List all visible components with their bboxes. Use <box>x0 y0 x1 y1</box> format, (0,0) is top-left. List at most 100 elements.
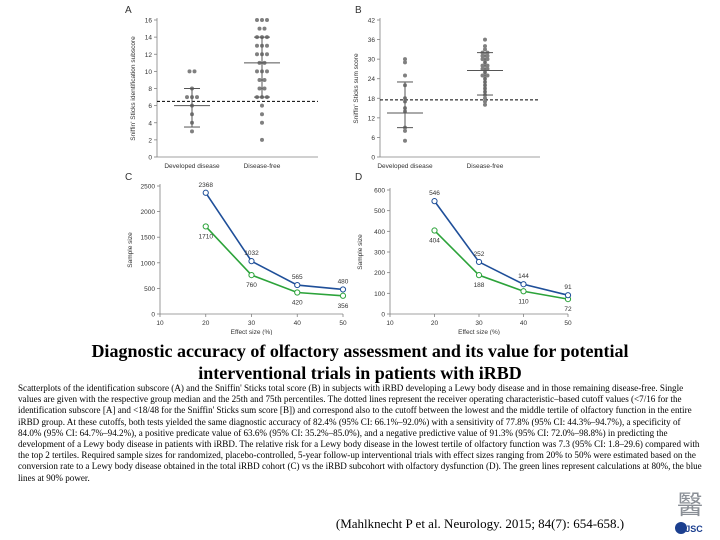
panel-d-series-blue-point <box>520 281 527 288</box>
panel-a-group-developed-point <box>187 69 192 74</box>
panel-c-series-green-data-label: 420 <box>292 299 303 306</box>
panel-c-series-blue-data-label: 1032 <box>244 250 259 257</box>
panel-d-series-green-data-label: 110 <box>518 298 529 305</box>
panel-b-group-disease-free-point <box>485 63 490 68</box>
panel-a-y-tick-label: 6 <box>148 103 152 110</box>
panel-b-group-disease-free-point <box>480 53 485 58</box>
panel-c-series-green-line <box>205 225 344 297</box>
panel-a-group-disease-free-point <box>255 18 259 22</box>
panel-d-y-label: Sample size <box>357 234 364 270</box>
panel-b-group-disease-free-point <box>483 96 487 101</box>
panel-d-y-tick-label: 400 <box>374 229 385 236</box>
logo-glyph: 醫 <box>677 491 703 521</box>
panel-d-series-blue-point <box>564 292 572 299</box>
panel-a-group-disease-free-point <box>265 52 269 57</box>
panel-a-group-disease-free-point <box>257 86 262 91</box>
panel-a-y-tick-label: 4 <box>148 120 152 127</box>
panel-d-x-tick-label: 30 <box>475 320 483 327</box>
panel-a-y-tick-label: 10 <box>145 69 153 76</box>
panel-d-x-tick-label: 10 <box>386 320 394 327</box>
panel-d-series-green-line <box>433 229 569 300</box>
panel-d-y-tick-label: 300 <box>374 250 385 257</box>
panel-c-x-label: Effect size (%) <box>231 329 273 335</box>
panel-d-series-blue-line <box>433 200 569 296</box>
panel-c-series-blue-point <box>248 258 255 265</box>
panel-a-y-tick-label: 0 <box>148 155 152 162</box>
panel-b-group-disease-free-point <box>485 73 490 78</box>
panel-c-y-tick-label: 1500 <box>141 235 156 242</box>
panel-a-letter: A <box>125 5 132 16</box>
panel-a-y-tick-label: 16 <box>145 18 153 25</box>
panel-a-group-developed-point <box>185 95 189 100</box>
panel-b-group-disease-free-point <box>485 66 490 71</box>
panel-b-y-tick-label: 36 <box>368 37 376 44</box>
panel-d-series-blue-point <box>475 258 483 266</box>
panel-d-y-tick-label: 0 <box>381 312 385 319</box>
panel-c-letter: C <box>125 172 132 183</box>
panel-c-series-green-data-label: 760 <box>246 282 257 289</box>
panel-b-y-tick-label: 30 <box>368 57 376 64</box>
panel-a-y-label: Sniffin' Sticks identification subscore <box>130 36 137 141</box>
panel-d-x-tick-label: 40 <box>520 320 528 327</box>
panel-b-letter: B <box>355 5 362 16</box>
panel-d-letter: D <box>355 172 362 183</box>
panel-b-group-disease-free-point <box>480 73 485 78</box>
panel-c-series-blue-point <box>339 286 347 293</box>
panel-a-group-disease-free-point <box>262 77 267 82</box>
panel-c-series-green-point <box>248 271 255 279</box>
panel-c-x-tick-label: 10 <box>156 320 164 327</box>
panel-a-y-tick-label: 12 <box>145 52 153 59</box>
panel-d-series-green-data-label: 72 <box>564 306 572 313</box>
panel-c-y-tick-label: 0 <box>151 312 155 319</box>
panel-c-x-tick-label: 30 <box>248 320 256 327</box>
panel-c-series-green-data-label: 1710 <box>199 233 214 240</box>
panel-b-group-disease-free-point <box>480 57 485 62</box>
panel-b-group-developed-point <box>403 57 407 62</box>
panel-a-group-disease-free-point <box>255 52 259 57</box>
panel-c-series-blue-point <box>202 189 209 196</box>
panel-b-group-disease-free-point <box>483 44 487 49</box>
panel-a-group-disease-free-point <box>262 86 267 91</box>
panel-a-y-tick-label: 2 <box>148 137 152 144</box>
logo-circle <box>675 522 687 534</box>
panel-b-y-label: Sniffin' Sticks sum score <box>353 53 360 124</box>
figure-caption: Scatterplots of the identification subsc… <box>18 383 702 483</box>
panel-b-group-disease-free-point <box>483 47 487 52</box>
panel-d-y-tick-label: 200 <box>374 270 385 277</box>
panel-c-series-green-point <box>294 289 301 296</box>
panel-a-group-disease-free-point <box>257 77 262 82</box>
panel-a-group-disease-free-point <box>262 26 267 31</box>
panel-a-group-disease-free-point <box>265 43 269 48</box>
panel-b-group-disease-free-label: Disease-free <box>467 163 504 170</box>
panel-b-group-disease-free-point <box>485 53 490 58</box>
panel-a-group-disease-free-point <box>260 120 264 125</box>
panel-a-group-disease-free-point <box>260 103 264 108</box>
panel-a-group-disease-free-point <box>265 18 269 22</box>
journal-logo-icon: 醫 JSC <box>675 491 703 534</box>
citation: (Mahlknecht P et al. Neurology. 2015; 84… <box>335 516 625 531</box>
panel-b-y-tick-label: 0 <box>371 155 375 162</box>
panel-d-series-green-data-label: 404 <box>429 238 440 245</box>
panel-a-group-disease-free-point <box>255 43 259 48</box>
panel-d-y-tick-label: 100 <box>374 291 385 298</box>
panel-c-series-green-data-label: 356 <box>338 303 349 310</box>
panel-b-y-tick-label: 6 <box>371 135 375 142</box>
panel-b-group-disease-free-point <box>483 37 487 42</box>
panel-a-group-developed-label: Developed disease <box>164 163 220 170</box>
panel-d-x-label: Effect size (%) <box>458 329 500 335</box>
panel-d-y-tick-label: 500 <box>374 208 385 215</box>
panel-c-x-tick-label: 40 <box>294 320 302 327</box>
panel-d-y-tick-label: 600 <box>374 188 385 195</box>
panel-c-y-label: Sample size <box>127 232 134 268</box>
panel-c-y-tick-label: 2500 <box>141 184 156 191</box>
panel-b-group-disease-free-point <box>483 99 487 104</box>
panel-d-x-tick-label: 20 <box>431 320 439 327</box>
panel-b-group-disease-free-point <box>480 63 485 68</box>
panel-d-series-green-point <box>475 272 483 279</box>
panel-b-group-disease-free-point <box>480 66 485 71</box>
panel-b-group-developed-point <box>403 60 407 65</box>
slide-title: Diagnostic accuracy of olfactory assessm… <box>91 341 629 383</box>
panel-b-group-developed-point <box>403 128 407 133</box>
panel-c-y-tick-label: 1000 <box>141 260 156 267</box>
